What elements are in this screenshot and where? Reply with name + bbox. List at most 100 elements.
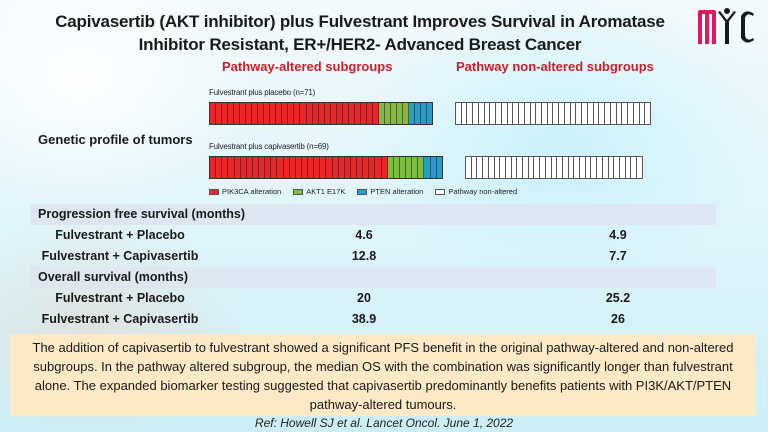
bar-segment: [338, 157, 345, 178]
bar-segment: [599, 103, 606, 124]
os-placebo-non-altered: 25.2: [605, 291, 631, 305]
legend-item-akt1: AKT1 E17K: [293, 187, 345, 196]
bar-segment: [505, 157, 512, 178]
bar-segment: [562, 157, 569, 178]
legend-swatch-non-altered: [435, 188, 446, 195]
bar-segment: [645, 103, 650, 124]
legend-item-pten: PTEN alteration: [357, 187, 423, 196]
arm-label-capivasertib: Fulvestrant plus capivasertib (n=69): [209, 142, 329, 151]
bar-segment: [559, 103, 565, 124]
non-altered-bar-capivasertib: [465, 156, 643, 179]
bar-segment: [234, 103, 241, 124]
bar-segment: [545, 157, 552, 178]
bar-segment: [427, 103, 433, 124]
bar-segment: [387, 157, 394, 178]
bar-segment: [430, 157, 437, 178]
bar-segment: [587, 103, 594, 124]
bar-segment: [252, 157, 259, 178]
bar-segment: [412, 157, 419, 178]
bar-segment: [396, 103, 403, 124]
title-line-2: Inhibitor Resistant, ER+/HER2- Advanced …: [138, 35, 582, 54]
genetic-legend: PIK3CA alteration AKT1 E17K PTEN alterat…: [209, 187, 517, 196]
os-placebo-altered: 20: [357, 291, 371, 305]
bar-segment: [517, 157, 524, 178]
bar-segment: [608, 157, 615, 178]
bar-segment: [403, 103, 410, 124]
bar-segment: [390, 103, 397, 124]
bar-segment: [295, 157, 302, 178]
bar-segment: [252, 103, 259, 124]
bar-segment: [536, 103, 543, 124]
bar-segment: [324, 103, 331, 124]
bar-segment: [228, 157, 235, 178]
bar-segment: [564, 103, 571, 124]
subgroup-non-altered-heading: Pathway non-altered subgroups: [456, 59, 654, 74]
table-row: Fulvestrant + Placebo 4.6 4.9: [0, 225, 768, 246]
bar-segment: [289, 157, 296, 178]
bar-segment: [421, 103, 428, 124]
bar-segment: [519, 103, 525, 124]
bar-segment: [523, 157, 529, 178]
bar-segment: [633, 103, 640, 124]
bar-segment: [513, 103, 520, 124]
bar-segment: [488, 157, 495, 178]
bar-segment: [282, 103, 289, 124]
bar-segment: [240, 103, 247, 124]
bar-segment: [369, 157, 376, 178]
bar-segment: [591, 157, 598, 178]
bar-segment: [240, 157, 247, 178]
bar-segment: [271, 157, 278, 178]
bar-segment: [308, 157, 315, 178]
os-capi-altered: 38.9: [351, 312, 377, 326]
bar-segment: [283, 157, 290, 178]
bar-segment: [500, 157, 506, 178]
bar-segment: [605, 103, 611, 124]
bar-segment: [270, 103, 277, 124]
bar-segment: [467, 103, 474, 124]
summary-callout: The addition of capivasertib to fulvestr…: [10, 334, 756, 416]
bar-segment: [357, 157, 364, 178]
bar-segment: [530, 103, 537, 124]
bar-segment: [378, 103, 385, 124]
bar-segment: [348, 103, 355, 124]
bar-segment: [306, 103, 313, 124]
bar-segment: [528, 157, 535, 178]
bar-segment: [381, 157, 388, 178]
bar-segment: [471, 157, 478, 178]
bar-segment: [553, 103, 560, 124]
bar-segment: [228, 103, 235, 124]
mic-logo-icon: [698, 8, 754, 44]
bar-segment: [276, 103, 283, 124]
bar-segment: [246, 103, 253, 124]
bar-segment: [593, 103, 600, 124]
os-section-header: Overall survival (months): [30, 267, 716, 288]
bar-segment: [540, 157, 546, 178]
bar-segment: [210, 157, 217, 178]
bar-segment: [576, 103, 583, 124]
bar-segment: [399, 157, 406, 178]
bar-segment: [312, 103, 319, 124]
table-row: Fulvestrant + Capivasertib 38.9 26: [0, 309, 768, 330]
pfs-placebo-non-altered: 4.9: [609, 228, 627, 242]
bar-segment: [326, 157, 333, 178]
bar-segment: [582, 103, 588, 124]
bar-segment: [300, 103, 307, 124]
os-capi-non-altered: 26: [611, 312, 625, 326]
bar-segment: [216, 157, 223, 178]
bar-segment: [354, 103, 361, 124]
bar-segment: [436, 157, 442, 178]
bar-segment: [496, 103, 502, 124]
bar-segment: [384, 103, 391, 124]
bar-segment: [360, 103, 367, 124]
bar-segment: [501, 103, 508, 124]
bar-segment: [524, 103, 531, 124]
pfs-section-header: Progression free survival (months): [30, 204, 716, 225]
bar-segment: [409, 103, 416, 124]
bar-segment: [288, 103, 295, 124]
bar-segment: [301, 157, 308, 178]
bar-segment: [415, 103, 422, 124]
altered-bar-placebo: [209, 102, 433, 125]
bar-segment: [585, 157, 592, 178]
bar-segment: [614, 157, 620, 178]
bar-segment: [210, 103, 217, 124]
